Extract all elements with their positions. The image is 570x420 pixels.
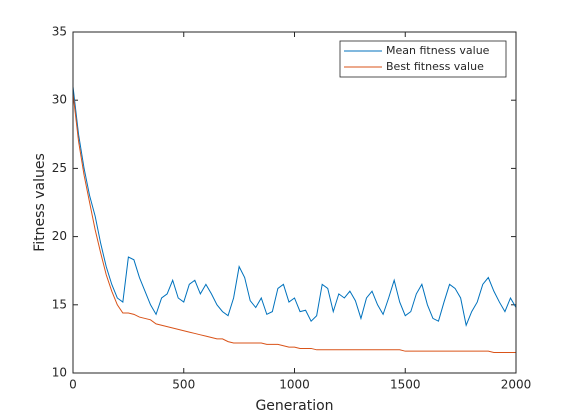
x-tick-label: 1000: [279, 378, 310, 392]
y-tick-label: 35: [52, 25, 67, 39]
x-tick-label: 2000: [501, 378, 532, 392]
legend-label: Best fitness value: [386, 60, 484, 73]
y-tick-label: 30: [52, 93, 67, 107]
data-line: [72, 93, 516, 354]
x-tick-label: 0: [69, 378, 77, 392]
y-tick-label: 10: [52, 366, 67, 380]
y-tick-label: 20: [52, 229, 67, 243]
x-axis-label: Generation: [255, 398, 333, 414]
legend-box: [339, 40, 507, 78]
y-tick-label: 25: [52, 161, 67, 175]
plot-area: [73, 32, 516, 373]
x-tick-label: 500: [172, 378, 195, 392]
axes-box: [72, 31, 517, 374]
x-tick-label: 1500: [390, 378, 421, 392]
y-axis-label: Fitness values: [32, 153, 48, 251]
legend-label: Mean fitness value: [386, 44, 490, 57]
data-line: [72, 86, 517, 327]
y-tick-label: 15: [52, 297, 67, 311]
